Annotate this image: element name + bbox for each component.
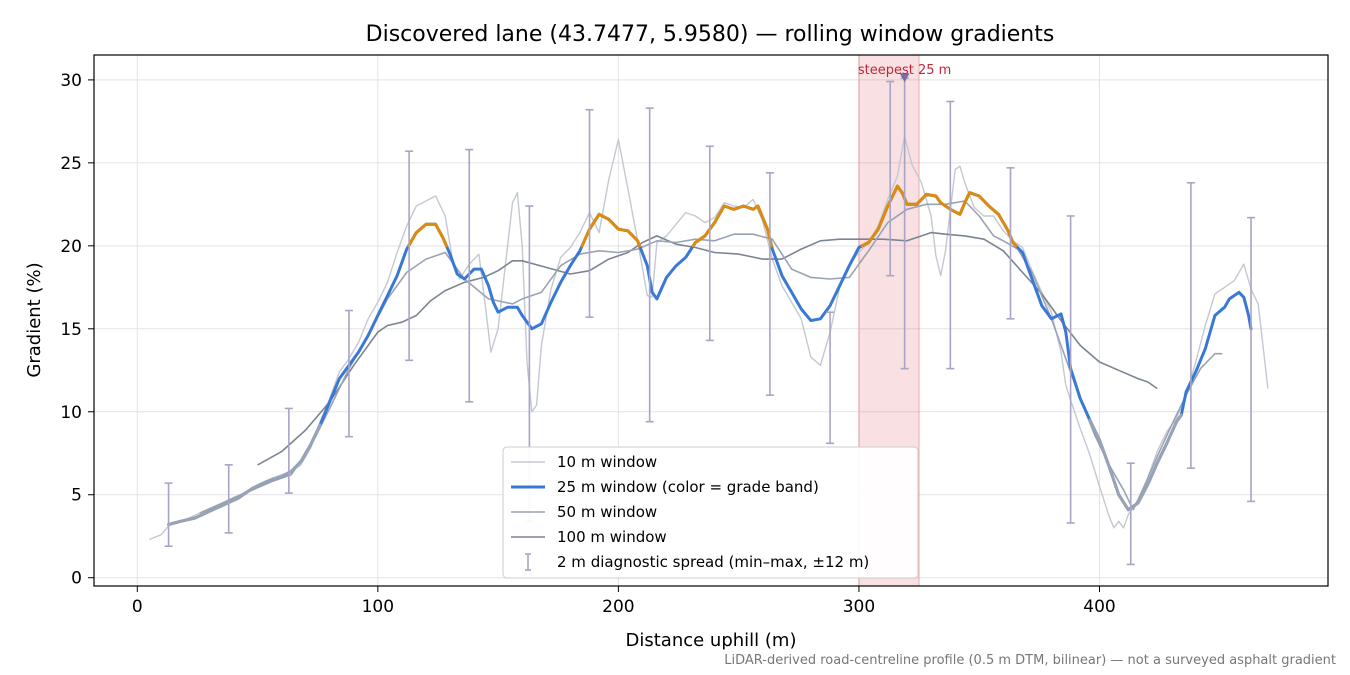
legend-entry: 10 m window [511,453,657,471]
steepest-label: steepest 25 m [858,63,951,78]
y-axis-label: Gradient (%) [24,262,45,377]
legend-label: 50 m window [557,503,657,521]
spread-bar [284,407,293,494]
spread-bar [344,309,353,438]
y-tick-label: 5 [71,486,82,506]
series-10m-window-line [149,135,1269,541]
steepest-marker [899,73,910,83]
spread-bar [1126,462,1135,566]
plot-frame [93,54,1329,587]
spread-bar [224,464,233,534]
legend-entry: 50 m window [511,503,657,521]
y-tick-label: 25 [60,154,82,174]
x-tick-label: 200 [602,597,634,617]
spread-bar [1006,167,1015,320]
spread-bar [405,150,414,362]
spread-bar [1247,216,1256,503]
x-tick-label: 0 [132,597,143,617]
legend-entry: 2 m diagnostic spread (min–max, ±12 m) [525,553,869,571]
y-tick-label: 30 [60,71,82,91]
y-tick-label: 10 [60,403,82,423]
spread-bar [705,145,714,342]
grid-lines [94,55,1328,586]
series-100m-window-line [257,231,1158,466]
series-25m-gentle-segment [1088,413,1183,512]
x-axis-label: Distance uphill (m) [626,630,797,651]
spread-bar [645,107,654,423]
footnote: LiDAR-derived road-centreline profile (0… [724,653,1336,668]
spread-bar [465,148,474,403]
spread-bar [946,100,955,370]
y-tick-label: 0 [71,569,82,589]
spread-bar [765,172,774,396]
legend-label: 100 m window [557,528,667,546]
y-tick-label: 15 [60,320,82,340]
series-25m-steep-segment [580,212,642,248]
legend-box [502,446,919,579]
spread-bar [886,80,895,277]
spread-bar [826,311,835,445]
spread-bar [585,108,594,318]
series-25m-gentle-segment [167,423,322,527]
y-axis-ticks: 0 5 10 15 20 25 30 [60,71,94,589]
legend-label: 2 m diagnostic spread (min–max, ±12 m) [557,553,869,571]
legend: 10 m window 25 m window (color = grade ba… [502,446,919,579]
marker-layer: steepest 25 m [858,63,951,83]
series-25m-steep-segment [407,222,448,248]
x-axis-ticks: 0 100 200 300 400 [132,586,1116,617]
legend-label: 25 m window (color = grade band) [557,478,819,496]
x-tick-label: 400 [1083,597,1115,617]
chart-title: Discovered lane (43.7477, 5.9580) — roll… [366,22,1055,47]
legend-entry: 100 m window [511,528,667,546]
x-tick-label: 300 [843,597,875,617]
series-layer [149,135,1269,541]
x-tick-label: 100 [362,597,394,617]
spread-bar [164,482,173,547]
spread-bar [1066,215,1075,524]
legend-label: 10 m window [557,453,657,471]
y-tick-label: 20 [60,237,82,257]
series-25m-steep-segment [691,204,773,248]
legend-entry: 25 m window (color = grade band) [511,478,819,496]
spread-bar [1186,181,1195,469]
